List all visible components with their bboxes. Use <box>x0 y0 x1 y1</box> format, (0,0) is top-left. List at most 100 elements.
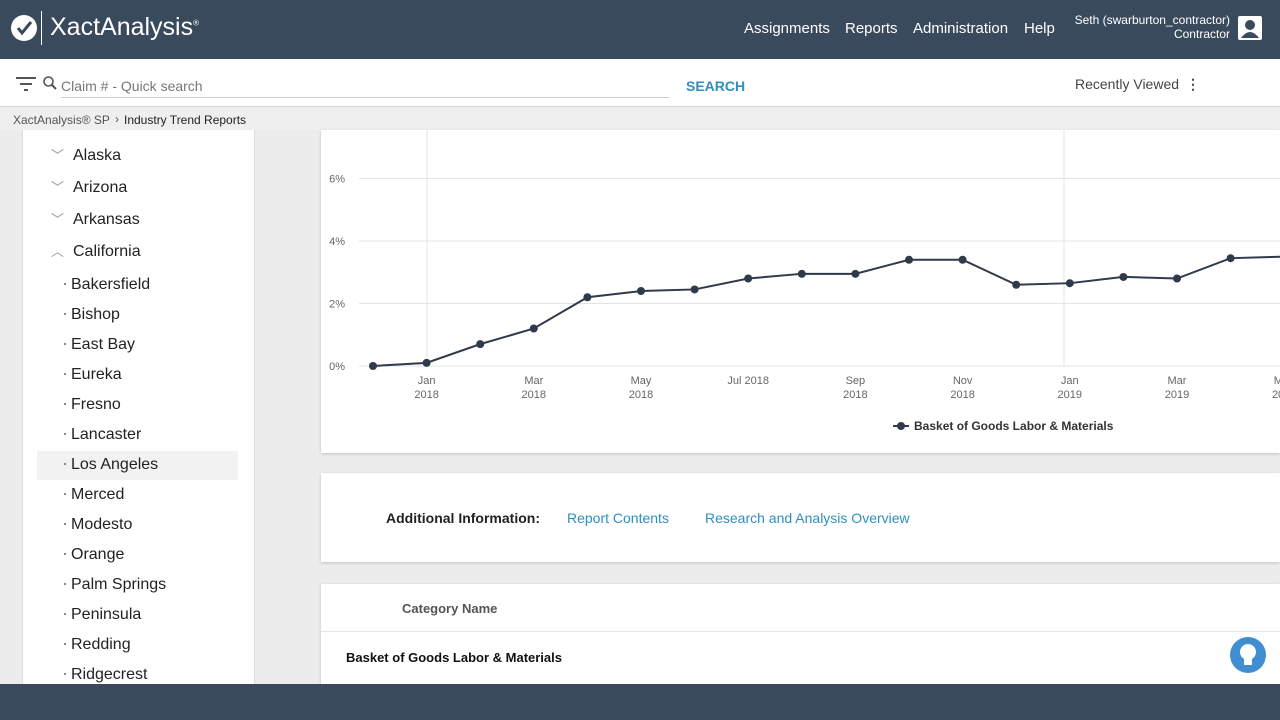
data-point <box>369 362 377 370</box>
data-point <box>529 324 538 333</box>
data-point <box>1173 274 1181 283</box>
city-item[interactable]: Bakersfield <box>71 276 151 293</box>
nav-link[interactable]: Help <box>1024 20 1055 37</box>
info-link[interactable]: Report Contents <box>567 510 669 526</box>
city-item[interactable]: Ridgecrest <box>71 666 148 683</box>
state-item: California <box>73 243 141 260</box>
legend-label: Basket of Goods Labor & Materials <box>914 419 1114 433</box>
search-input[interactable]: Claim # - Quick search <box>61 78 669 98</box>
logo-name: XactAnalysis <box>50 13 194 41</box>
city-item[interactable]: Merced <box>71 486 125 503</box>
info-link[interactable]: Research and Analysis Overview <box>705 510 910 526</box>
city-item[interactable]: Lancaster <box>71 426 142 443</box>
dot <box>64 553 66 555</box>
data-point <box>1012 280 1021 289</box>
city-item[interactable]: Bishop <box>71 306 120 323</box>
x-tick-label: Jul 2018 <box>727 375 769 387</box>
data-point <box>744 274 753 283</box>
help-bubble[interactable] <box>1229 636 1267 674</box>
data-point <box>851 269 860 278</box>
data-point <box>583 293 592 302</box>
state-item: Alaska <box>73 147 122 164</box>
table-header: Category Name <box>402 601 498 616</box>
sidebar: Alabama ﹀ Alaska ﹀ Arizona ﹀ Arkansas ﹀ Californ… <box>22 130 255 684</box>
dot <box>64 583 66 585</box>
data-point <box>958 255 967 264</box>
dot <box>64 673 66 675</box>
user[interactable]: Seth (swarburton_contractor) Contractor <box>1075 13 1230 41</box>
dot <box>64 283 66 285</box>
city-item[interactable]: Orange <box>71 546 125 563</box>
series-line <box>372 255 1280 367</box>
bottom-bar <box>0 684 1280 720</box>
city-item[interactable]: Modesto <box>71 516 133 533</box>
chart-card: 0% 2% 4% 6% Basket of Goods Labor & Material… <box>321 130 1280 453</box>
city-item[interactable]: Eureka <box>71 366 122 383</box>
filter-icon[interactable] <box>16 77 36 91</box>
chevron[interactable]: ﹀ <box>51 180 65 195</box>
dot <box>64 463 66 465</box>
nav-link[interactable]: Reports <box>845 20 898 37</box>
recently-viewed[interactable]: Recently Viewed <box>1075 76 1180 92</box>
y-tick-label: 0% <box>329 361 345 373</box>
y-tick-label: 4% <box>329 236 345 248</box>
data-point <box>690 285 699 294</box>
user-icon[interactable] <box>1237 15 1263 41</box>
y-tick-label: 2% <box>329 299 345 311</box>
city-item[interactable]: Peninsula <box>71 606 142 623</box>
data-point <box>637 287 645 295</box>
data-point <box>422 358 431 367</box>
chart: 0% 2% 4% 6% Basket of Goods Labor & Material… <box>329 130 1280 433</box>
data-point <box>1119 272 1128 281</box>
x-tick-label: Nov 2018 <box>950 375 975 401</box>
dot <box>64 643 66 645</box>
legend-marker <box>897 422 905 430</box>
x-tick-label: Jan 2019 <box>1057 375 1083 401</box>
logo: XactAnalysis® <box>50 13 199 42</box>
x-tick-label: May 2018 <box>628 375 654 401</box>
state-item: Alabama <box>73 130 136 133</box>
x-tick-label: Sep 2018 <box>843 375 868 401</box>
city-item[interactable]: East Bay <box>71 336 136 353</box>
dot <box>64 493 66 495</box>
user-name: Seth (swarburton_contractor) <box>1074 13 1230 27</box>
data-point <box>1065 279 1074 288</box>
city-item[interactable]: Palm Springs <box>71 576 167 593</box>
search-button[interactable]: SEARCH <box>686 78 746 94</box>
state-item: Arizona <box>73 179 128 196</box>
chevron[interactable]: ︿ <box>51 244 65 259</box>
data-point <box>797 269 806 278</box>
info-label: Additional Information: <box>386 510 540 526</box>
search-bar: Claim # - Quick search SEARCH Recently V… <box>0 59 1280 107</box>
city-item[interactable]: Redding <box>71 636 131 653</box>
chevron[interactable]: ﹀ <box>51 212 65 227</box>
nav-link[interactable]: Administration <box>913 20 1009 37</box>
chevron[interactable]: ﹀ <box>51 130 64 132</box>
dot <box>64 373 66 375</box>
nav-link[interactable]: Assignments <box>744 20 830 37</box>
logo-icon <box>11 15 37 41</box>
dot <box>64 403 66 405</box>
row-highlight <box>37 451 238 480</box>
logo-reg: ® <box>193 18 200 28</box>
y-tick-label: 6% <box>329 174 345 186</box>
city-item[interactable]: Fresno <box>71 396 121 413</box>
data-point <box>1226 254 1235 263</box>
data-point <box>476 340 485 349</box>
search-icon <box>43 76 57 90</box>
user-role: Contractor <box>1173 27 1230 41</box>
city-item[interactable]: Los Angeles <box>71 456 159 473</box>
x-tick-label: Mar 2018 <box>521 375 547 401</box>
chevron[interactable]: ﹀ <box>51 148 65 163</box>
top-bar: XactAnalysis® Assignments Reports Admini… <box>0 0 1280 59</box>
state-item: Arkansas <box>73 211 140 228</box>
dot <box>64 523 66 525</box>
data-point <box>905 255 913 264</box>
dot <box>64 343 66 345</box>
table-card: Category Name Basket of Goods Labor & Ma… <box>321 584 1280 684</box>
menu-dots[interactable]: ⋮ <box>1186 76 1200 92</box>
crumb-link[interactable]: XactAnalysis® SP <box>13 113 110 127</box>
x-tick-label: May 2019 <box>1271 375 1280 401</box>
x-tick-label: Mar 2019 <box>1164 375 1190 401</box>
table-cell: Basket of Goods Labor & Materials <box>346 650 562 665</box>
